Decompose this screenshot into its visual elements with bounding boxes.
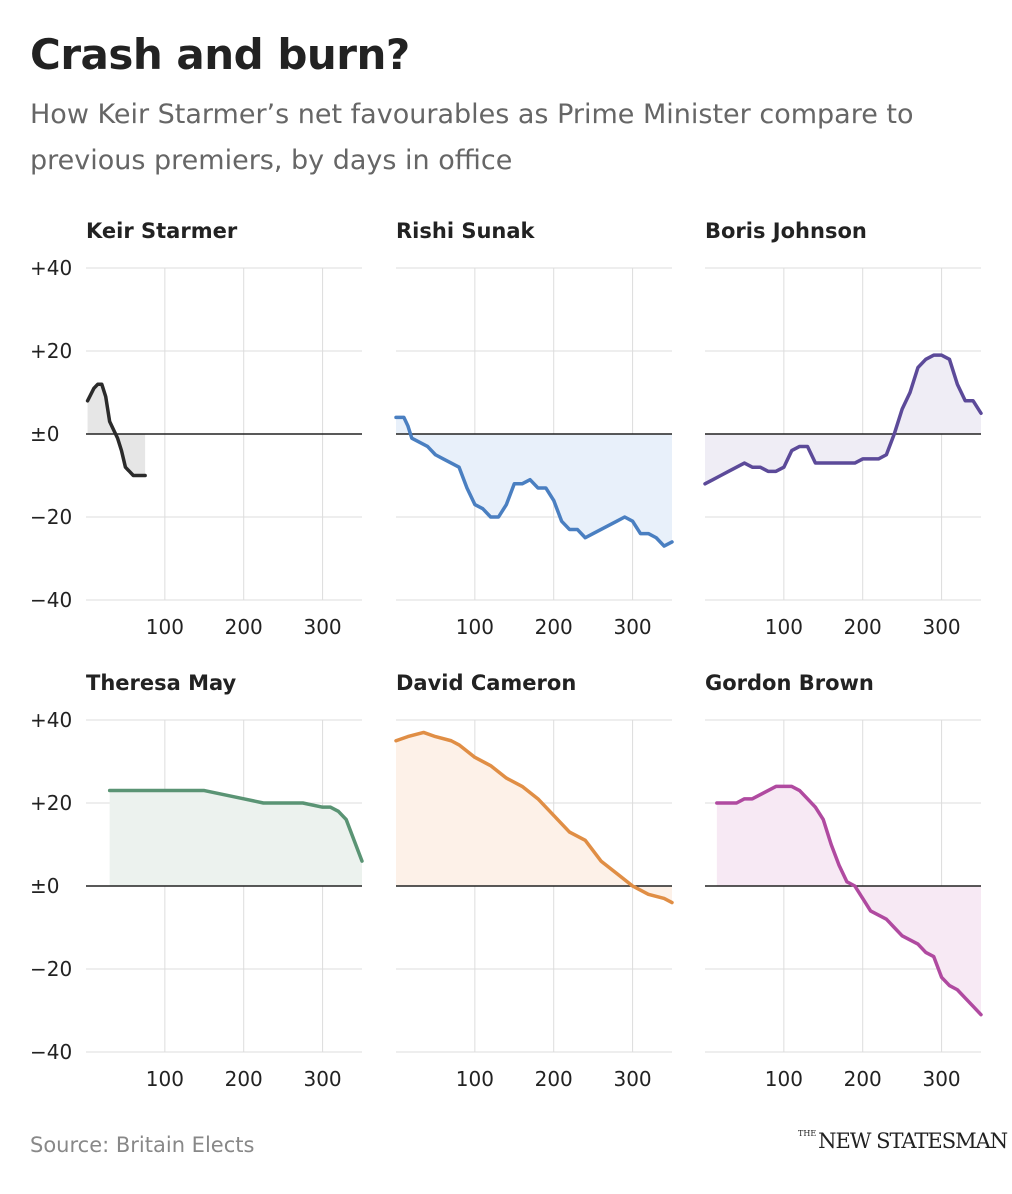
x-tick-label: 300: [613, 1067, 651, 1091]
y-tick-label: +40: [30, 708, 72, 732]
page-subtitle: How Keir Starmer’s net favourables as Pr…: [30, 99, 914, 176]
y-tick-label: +20: [30, 339, 72, 363]
panel-title-rishi-sunak: Rishi Sunak: [396, 219, 536, 243]
x-tick-label: 200: [535, 1067, 573, 1091]
x-tick-label: 300: [922, 615, 960, 639]
area-gordon-brown: [716, 786, 981, 1015]
x-tick-label: 200: [844, 615, 882, 639]
y-tick-label: −40: [30, 588, 72, 612]
x-tick-label: 200: [535, 615, 573, 639]
publisher-logo-prefix: THE: [798, 1129, 817, 1138]
y-tick-label: +20: [30, 791, 72, 815]
x-tick-label: 100: [765, 1067, 803, 1091]
panel-title-keir-starmer: Keir Starmer: [86, 219, 238, 243]
x-tick-label: 300: [303, 615, 341, 639]
page-title: Crash and burn?: [30, 30, 410, 79]
x-tick-label: 100: [765, 615, 803, 639]
x-tick-label: 100: [146, 615, 184, 639]
publisher-logo: THENEW STATESMAN: [798, 1129, 1008, 1153]
panel-title-gordon-brown: Gordon Brown: [705, 671, 874, 695]
panel-title-david-cameron: David Cameron: [396, 671, 576, 695]
panel-title-boris-johnson: Boris Johnson: [705, 219, 867, 243]
x-tick-label: 300: [613, 615, 651, 639]
series-line-boris-johnson: [703, 353, 983, 486]
y-tick-label: −20: [30, 957, 72, 981]
y-tick-label: −40: [30, 1040, 72, 1064]
series-line-gordon-brown: [715, 784, 983, 1017]
x-tick-label: 200: [225, 615, 263, 639]
panel-title-theresa-may: Theresa May: [86, 671, 237, 695]
x-tick-label: 100: [456, 615, 494, 639]
series-line-keir-starmer: [85, 382, 147, 478]
area-david-cameron: [396, 732, 672, 903]
x-tick-label: 100: [456, 1067, 494, 1091]
series-line-theresa-may: [107, 788, 364, 863]
area-keir-starmer: [87, 384, 146, 476]
x-tick-label: 300: [922, 1067, 960, 1091]
y-tick-label: ±0: [30, 874, 59, 898]
x-tick-label: 300: [303, 1067, 341, 1091]
x-tick-label: 200: [225, 1067, 263, 1091]
area-theresa-may: [109, 790, 363, 886]
x-tick-label: 100: [146, 1067, 184, 1091]
series-line-david-cameron: [394, 730, 674, 905]
publisher-logo-text: NEW STATESMAN: [818, 1129, 1008, 1153]
y-tick-label: +40: [30, 256, 72, 280]
series-line-rishi-sunak: [394, 415, 674, 548]
y-tick-label: −20: [30, 505, 72, 529]
source-note: Source: Britain Elects: [30, 1133, 255, 1157]
y-tick-label: ±0: [30, 422, 59, 446]
x-tick-label: 200: [844, 1067, 882, 1091]
